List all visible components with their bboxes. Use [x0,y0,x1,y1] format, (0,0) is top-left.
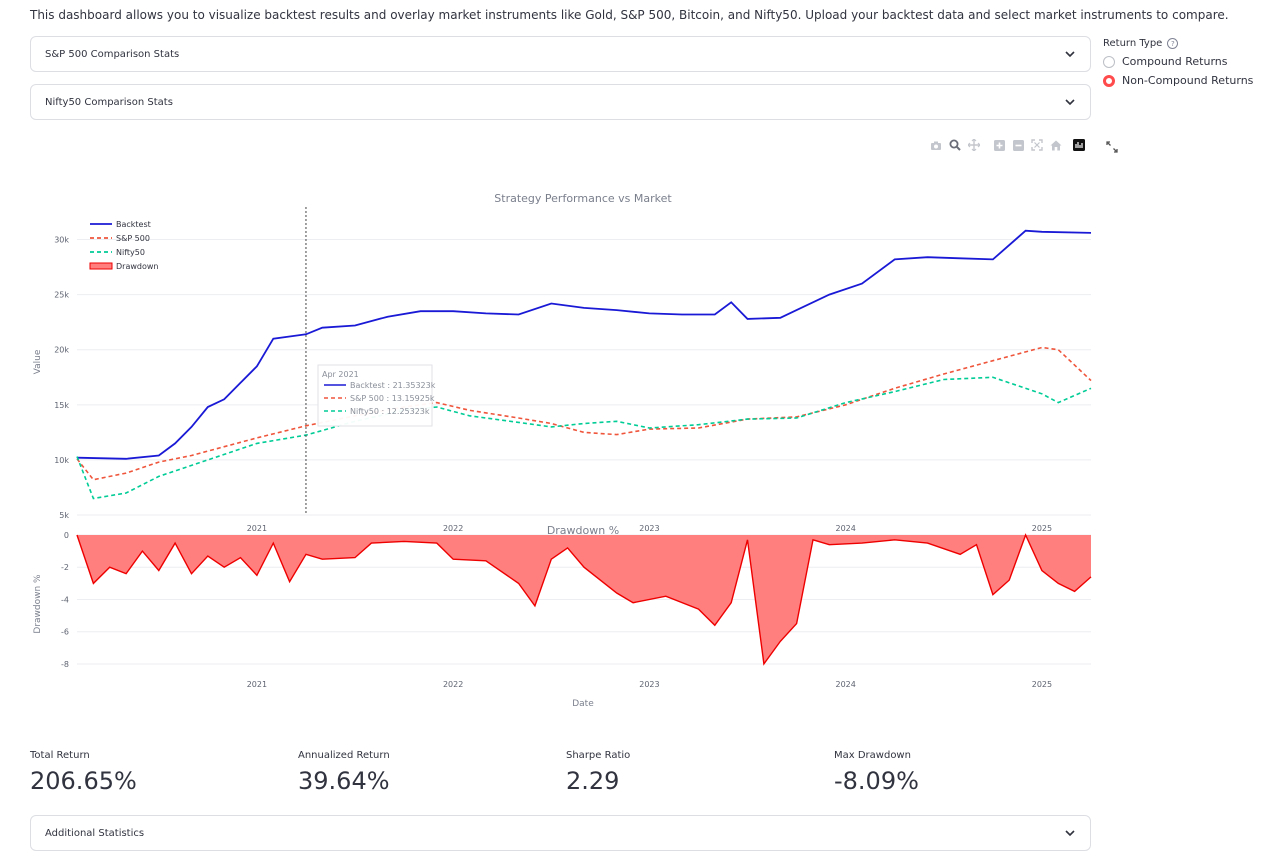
y-tick-label: -4 [61,595,69,604]
expander-label: S&P 500 Comparison Stats [45,48,180,60]
metric-label: Total Return [30,750,90,761]
radio-selected-icon[interactable] [1103,74,1115,87]
drawdown-area [77,535,1091,664]
radio-label: Compound Returns [1122,55,1228,68]
chevron-down-icon [1064,827,1076,839]
metric-sharpe-ratio: Sharpe Ratio 2.29 [566,750,630,795]
intro-text: This dashboard allows you to visualize b… [30,8,1229,22]
hover-tooltip [317,364,433,427]
legend-label: Drawdown [116,262,158,271]
legend-label: S&P 500 [116,234,150,243]
x-tick-label: 2023 [639,524,659,533]
chart-title: Strategy Performance vs Market [494,192,672,205]
x-tick-label: 2025 [1032,680,1052,689]
zoom-out-icon[interactable] [1012,139,1024,151]
y-tick-label: -2 [61,563,69,572]
zoom-icon[interactable] [949,139,961,151]
y-tick-label: 25k [54,291,69,300]
x-tick-label: 2024 [835,524,855,533]
y-tick-label: 0 [64,531,69,540]
reset-axes-icon[interactable] [1050,139,1062,151]
metric-value: 206.65% [30,767,137,795]
hover-value: Nifty50 : 12.25323k [350,407,430,416]
return-type-label: Return Type [1103,38,1163,49]
additional-statistics-expander[interactable]: Additional Statistics [30,815,1091,851]
metric-label: Annualized Return [298,750,390,761]
y-tick-label: 5k [59,511,69,520]
expander-label: Nifty50 Comparison Stats [45,96,173,108]
radio-label: Non-Compound Returns [1122,74,1254,87]
x-tick-label: 2022 [443,680,463,689]
return-type-title: Return Type ? [1103,38,1273,49]
nifty50-stats-expander[interactable]: Nifty50 Comparison Stats [30,84,1091,120]
y-tick-label: 10k [54,456,69,465]
metric-max-drawdown: Max Drawdown -8.09% [834,750,919,795]
series-line-nifty50 [76,376,1092,500]
drawdown-title: Drawdown % [547,524,619,537]
y-tick-label: -8 [61,660,69,669]
sp500-stats-expander[interactable]: S&P 500 Comparison Stats [30,36,1091,72]
chevron-down-icon [1064,48,1076,60]
x-tick-label: 2021 [247,524,267,533]
metric-label: Max Drawdown [834,750,911,761]
hover-date: Apr 2021 [322,370,359,379]
legend-swatch-drawdown [89,262,113,270]
legend-label: Nifty50 [116,248,145,257]
drawdown-axis-label: Drawdown % [33,574,43,634]
y-axis-label: Value [33,349,43,374]
help-icon[interactable]: ? [1167,38,1179,49]
hover-value: Backtest : 21.35323k [350,381,436,390]
metric-value: -8.09% [834,767,919,795]
metric-total-return: Total Return 206.65% [30,750,137,795]
metric-value: 2.29 [566,767,620,795]
y-tick-label: 30k [54,236,69,245]
x-tick-label: 2021 [247,680,267,689]
drawdown-line [76,533,1092,666]
series-line-s-p-500 [76,346,1092,481]
x-tick-label: 2025 [1032,524,1052,533]
metric-value: 39.64% [298,767,390,795]
expander-label: Additional Statistics [45,827,145,839]
radio-compound-returns[interactable]: Compound Returns [1103,55,1273,68]
x-tick-label: 2022 [443,524,463,533]
x-tick-label: 2024 [835,680,855,689]
return-type-radio-group: Return Type ? Compound Returns Non-Compo… [1103,38,1273,87]
y-tick-label: 20k [54,346,69,355]
autoscale-icon[interactable] [1031,139,1043,151]
x-tick-label: 2023 [639,680,659,689]
x-axis-label: Date [572,699,594,709]
series-line-backtest [76,229,1092,460]
zoom-in-icon[interactable] [993,139,1005,151]
pan-icon[interactable] [968,139,980,151]
metric-annualized-return: Annualized Return 39.64% [298,750,390,795]
camera-icon[interactable] [930,139,942,151]
chevron-down-icon [1064,96,1076,108]
plotly-logo-icon[interactable] [1073,139,1085,151]
hover-value: S&P 500 : 13.15925k [350,394,435,403]
radio-non-compound-returns[interactable]: Non-Compound Returns [1103,74,1273,87]
y-tick-label: 15k [54,401,69,410]
legend-label: Backtest [116,220,151,229]
metric-label: Sharpe Ratio [566,750,631,761]
y-tick-label: -6 [61,628,69,637]
radio-circle-icon[interactable] [1103,55,1115,68]
fullscreen-icon[interactable] [1106,138,1118,153]
chart-modebar [930,139,1085,151]
